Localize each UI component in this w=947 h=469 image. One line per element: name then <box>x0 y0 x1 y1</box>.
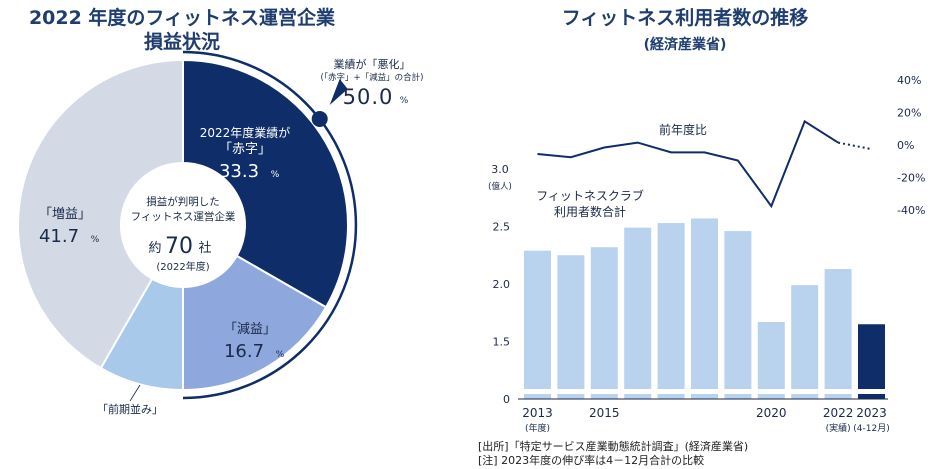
bar-10 <box>858 324 885 399</box>
line-series-label: 前年度比 <box>659 122 707 137</box>
bar-6 <box>724 231 752 399</box>
bar-7 <box>757 321 785 399</box>
flat-leader-line <box>129 384 141 402</box>
x-tick-4: 2023 <box>856 406 887 420</box>
donut-slice-3 <box>17 58 184 370</box>
bar-0 <box>524 250 551 399</box>
y2-tick-1: 20% <box>897 106 921 119</box>
bar-chart-title: フィットネス利用者数の推移 <box>561 7 809 29</box>
bar-chart-subtitle: (経済産業省) <box>643 37 727 53</box>
x-tick-0: 2013 <box>522 406 553 420</box>
callout-unit: % <box>400 96 409 106</box>
slice-value-3: 41.7 <box>39 226 79 247</box>
y2-tick-3: -20% <box>897 172 925 185</box>
x-tick-sub-4: (4-12月) <box>853 423 889 434</box>
y-unit-label: (億人) <box>488 181 512 192</box>
growth-line <box>537 119 839 209</box>
growth-line-projected <box>837 141 872 151</box>
y2-tick-4: -40% <box>897 204 925 217</box>
x-tick-sub-3: (実績) <box>826 422 851 434</box>
callout-dot <box>311 110 328 127</box>
y2-tick-0: 40% <box>897 74 921 87</box>
slice-label-0: 「赤字」 <box>219 142 271 157</box>
callout-value: 50.0 <box>343 85 394 109</box>
bar-8 <box>791 285 819 399</box>
donut-title-line1: 2022 年度のフィットネス運営企業 <box>28 7 336 29</box>
center-line2: フィットネス運営企業 <box>131 210 236 223</box>
center-count-suffix: 社 <box>198 240 211 256</box>
donut-chart-title: 2022 年度のフィットネス運営企業 損益状況 <box>0 6 364 54</box>
callout-line2: (「赤字」+「減益」の合計) <box>320 72 423 83</box>
x-tick-2: 2020 <box>756 406 787 420</box>
y-tick-0: 0 <box>503 393 510 406</box>
bar-series-label-line1: フィットネスクラブ <box>536 188 644 203</box>
y-unit-value: 3.0 <box>491 163 509 176</box>
bar-4 <box>657 223 685 399</box>
donut-slice-0 <box>182 58 349 309</box>
bar-9 <box>824 269 852 399</box>
slice-value-1: 16.7 <box>224 341 264 362</box>
callout-pointer <box>329 78 348 105</box>
bar-3 <box>624 227 652 399</box>
footnote-note: [注] 2023年度の伸び率は4－12月合計の比較 <box>478 454 705 467</box>
slice-value-0: 33.3 <box>219 161 259 182</box>
callout-line1: 業績が「悪化」 <box>334 57 411 71</box>
axis-break-band <box>518 389 888 394</box>
center-year: (2022年度) <box>156 260 209 273</box>
slice-label-line1-0: 2022年度業績が <box>200 125 291 140</box>
x-tick-3: 2022 <box>823 406 854 420</box>
bar-1 <box>557 255 585 399</box>
callout-arc <box>182 50 358 400</box>
x-tick-sub-0: (年度) <box>525 422 550 434</box>
bar-5 <box>691 218 718 399</box>
footnote-source: [出所]「特定サービス産業動態統計調査」(経済産業省) <box>478 440 749 453</box>
y-tick-1: 1.5 <box>493 336 511 349</box>
bar-2 <box>590 247 618 399</box>
slice-unit-3: % <box>91 235 100 245</box>
slice-unit-0: % <box>271 170 280 180</box>
y-tick-2: 2.0 <box>493 278 511 291</box>
center-count-value: 70 <box>165 234 193 259</box>
y-tick-3: 2.5 <box>493 221 511 234</box>
slice-unit-1: % <box>276 350 285 360</box>
slice-label-3: 「増益」 <box>39 207 91 222</box>
donut-title-line2: 損益状況 <box>143 31 220 53</box>
center-line1: 損益が判明した <box>146 195 220 208</box>
center-count-prefix: 約 <box>148 241 161 256</box>
slice-label-2: 「前期並み」 <box>97 402 163 416</box>
x-tick-1: 2015 <box>589 406 620 420</box>
slice-label-1: 「減益」 <box>224 321 276 337</box>
y2-tick-2: 0% <box>897 139 914 152</box>
donut-slice-1 <box>182 254 328 392</box>
bar-series-label-line2: 利用者数合計 <box>554 204 626 219</box>
